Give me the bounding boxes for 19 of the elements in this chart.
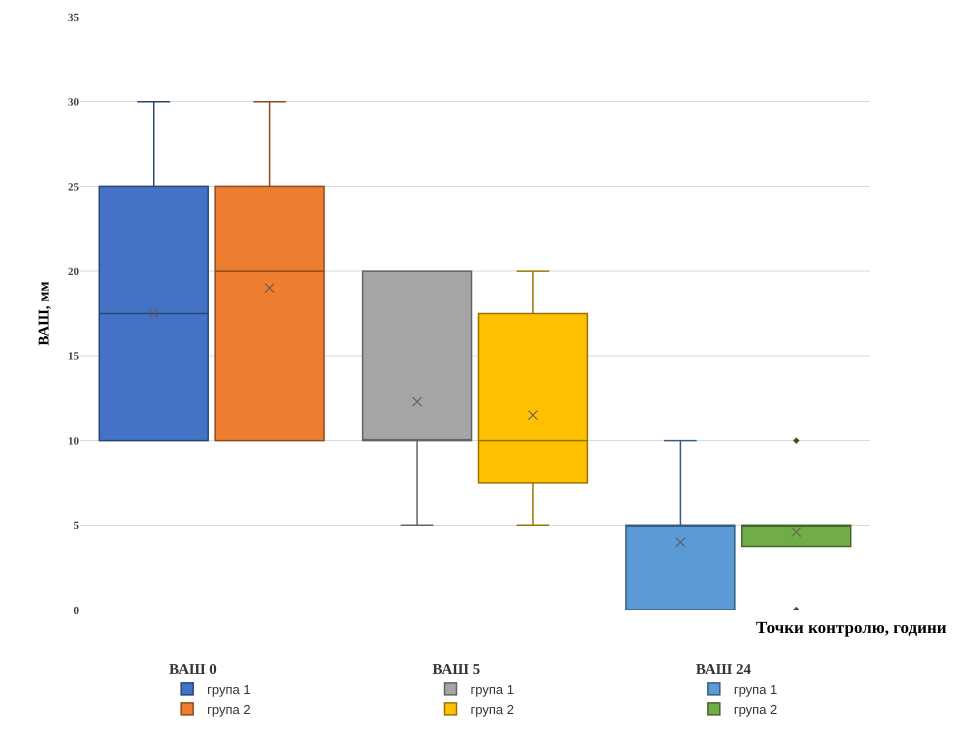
y-tick-label: 20 xyxy=(68,266,80,278)
legend-label: група 1 xyxy=(207,682,251,697)
y-tick-label: 30 xyxy=(68,96,80,109)
x-tick-label: ВАШ 24 xyxy=(696,662,752,678)
legend-label: група 1 xyxy=(734,682,778,697)
legend-label: група 2 xyxy=(734,702,778,717)
legend-label: група 1 xyxy=(470,682,514,697)
y-tick-label: 10 xyxy=(68,435,80,448)
y-axis-title: ВАШ, мм xyxy=(36,281,52,346)
x-tick-label: ВАШ 5 xyxy=(432,662,480,678)
y-tick-label: 0 xyxy=(74,604,80,617)
legend-label: група 2 xyxy=(207,702,251,717)
y-tick-label: 5 xyxy=(74,520,80,532)
x-tick-label: ВАШ 0 xyxy=(169,662,217,678)
y-tick-label: 25 xyxy=(68,181,80,194)
legend-label: група 2 xyxy=(470,702,514,717)
x-axis-title: Точки контролю, години xyxy=(756,618,947,637)
y-tick-label: 15 xyxy=(68,350,80,363)
y-tick-label: 35 xyxy=(68,12,80,24)
